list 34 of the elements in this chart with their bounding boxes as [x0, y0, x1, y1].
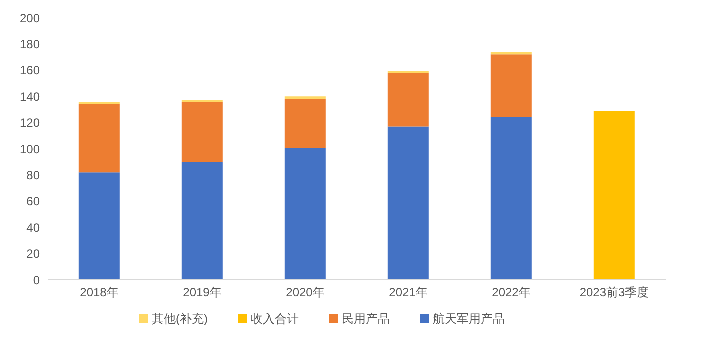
x-tick-label: 2023前3季度: [580, 286, 650, 300]
y-tick-label: 120: [20, 116, 40, 130]
bar: [284, 148, 326, 280]
x-tick-label: 2020年: [286, 286, 325, 300]
y-tick-label: 80: [26, 168, 40, 182]
x-tick-label: 2022年: [492, 286, 531, 300]
y-tick-label: 40: [26, 220, 40, 235]
legend-label: 其他(补充): [152, 312, 208, 326]
bar: [388, 126, 429, 280]
y-tick-label: 20: [26, 247, 40, 262]
legend-label: 民用产品: [342, 312, 390, 326]
bar: [388, 73, 429, 127]
legend-label: 收入合计: [251, 312, 299, 326]
legend-label: 航天军用产品: [433, 312, 505, 326]
bar: [490, 52, 532, 55]
x-tick-label: 2018年: [80, 286, 119, 300]
y-tick-label: 100: [20, 142, 40, 156]
y-tick-label: 0: [33, 273, 40, 288]
bar: [284, 96, 326, 100]
x-tick-label: 2019年: [183, 286, 222, 300]
y-tick-label: 140: [20, 90, 40, 104]
bar: [182, 162, 223, 280]
y-tick-label: 200: [20, 11, 40, 26]
y-tick-label: 60: [26, 194, 40, 209]
bar: [490, 118, 532, 280]
x-tick-label: 2021年: [389, 286, 428, 300]
bar: [78, 104, 120, 173]
bar: [284, 99, 326, 148]
y-tick-label: 180: [20, 37, 40, 52]
bar: [78, 172, 120, 280]
bar: [182, 102, 223, 162]
y-tick-label: 160: [20, 64, 40, 78]
bar: [490, 54, 532, 118]
bar: [594, 111, 635, 280]
